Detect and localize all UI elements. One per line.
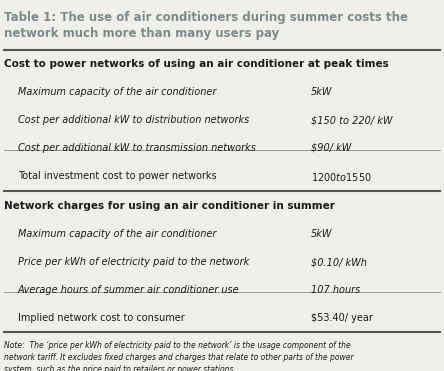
Text: $90/ kW: $90/ kW: [311, 143, 351, 153]
Text: $53.40/ year: $53.40/ year: [311, 313, 373, 323]
Text: Cost per additional kW to distribution networks: Cost per additional kW to distribution n…: [18, 115, 249, 125]
Text: 5kW: 5kW: [311, 87, 332, 97]
Text: Price per kWh of electricity paid to the network: Price per kWh of electricity paid to the…: [18, 257, 249, 267]
Text: Note:  The ‘price per kWh of electricity paid to the network’ is the usage compo: Note: The ‘price per kWh of electricity …: [4, 341, 354, 371]
Text: 107 hours: 107 hours: [311, 285, 360, 295]
Text: Network charges for using an air conditioner in summer: Network charges for using an air conditi…: [4, 201, 335, 211]
Text: Average hours of summer air conditioner use: Average hours of summer air conditioner …: [18, 285, 239, 295]
Text: Table 1: The use of air conditioners during summer costs the
network much more t: Table 1: The use of air conditioners dur…: [4, 11, 408, 40]
Text: $1200 to $1550: $1200 to $1550: [311, 171, 372, 183]
Text: Maximum capacity of the air conditioner: Maximum capacity of the air conditioner: [18, 87, 216, 97]
Text: Cost per additional kW to transmission networks: Cost per additional kW to transmission n…: [18, 143, 256, 153]
Text: $0.10/ kWh: $0.10/ kWh: [311, 257, 367, 267]
Text: $150 to 220/ kW: $150 to 220/ kW: [311, 115, 392, 125]
Text: Implied network cost to consumer: Implied network cost to consumer: [18, 313, 185, 323]
Text: Total investment cost to power networks: Total investment cost to power networks: [18, 171, 216, 181]
Text: Maximum capacity of the air conditioner: Maximum capacity of the air conditioner: [18, 229, 216, 239]
Text: Cost to power networks of using an air conditioner at peak times: Cost to power networks of using an air c…: [4, 59, 389, 69]
Text: 5kW: 5kW: [311, 229, 332, 239]
